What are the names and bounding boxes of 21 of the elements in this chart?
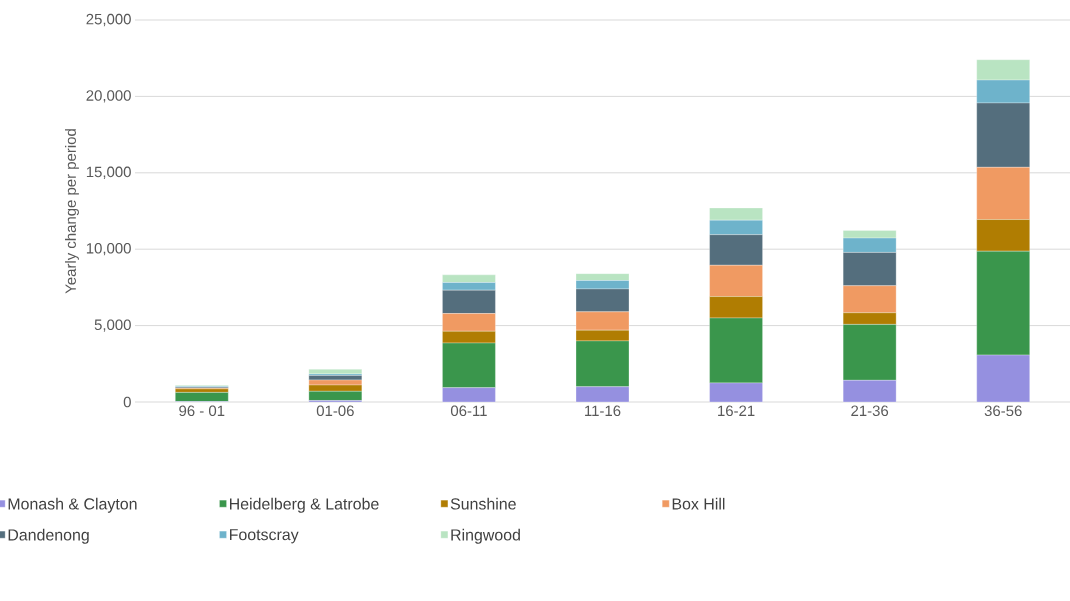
legend-label: Ringwood: [451, 528, 520, 544]
legend-label: Sunshine: [450, 497, 516, 510]
x-tick-label: 36-56: [984, 405, 1022, 417]
x-tick-label: 06-11: [450, 405, 487, 417]
y-tick-label: 25,000: [86, 13, 131, 27]
y-tick-label: 15,000: [86, 166, 131, 179]
y-axis-title: Yearly change per period: [65, 129, 79, 294]
legend-label: Dandenong: [8, 528, 89, 544]
legend-label: Footscray: [230, 529, 299, 544]
legend-label: Box Hill: [672, 497, 725, 510]
x-tick-label: 11-16: [585, 405, 621, 417]
x-tick-label: 16-21: [718, 405, 755, 417]
x-tick-label: 21-36: [851, 405, 889, 417]
legend-label: Heidelberg & Latrobe: [230, 497, 379, 513]
y-tick-label: 10,000: [86, 243, 131, 256]
y-tick-label: 20,000: [86, 90, 131, 103]
x-tick-label: 96 - 01: [179, 405, 225, 417]
y-tick-label: 0: [123, 396, 131, 408]
x-tick-label: 01-06: [316, 405, 354, 417]
legend-label: Monash & Clayton: [8, 497, 137, 513]
y-tick-label: 5,000: [94, 319, 131, 332]
